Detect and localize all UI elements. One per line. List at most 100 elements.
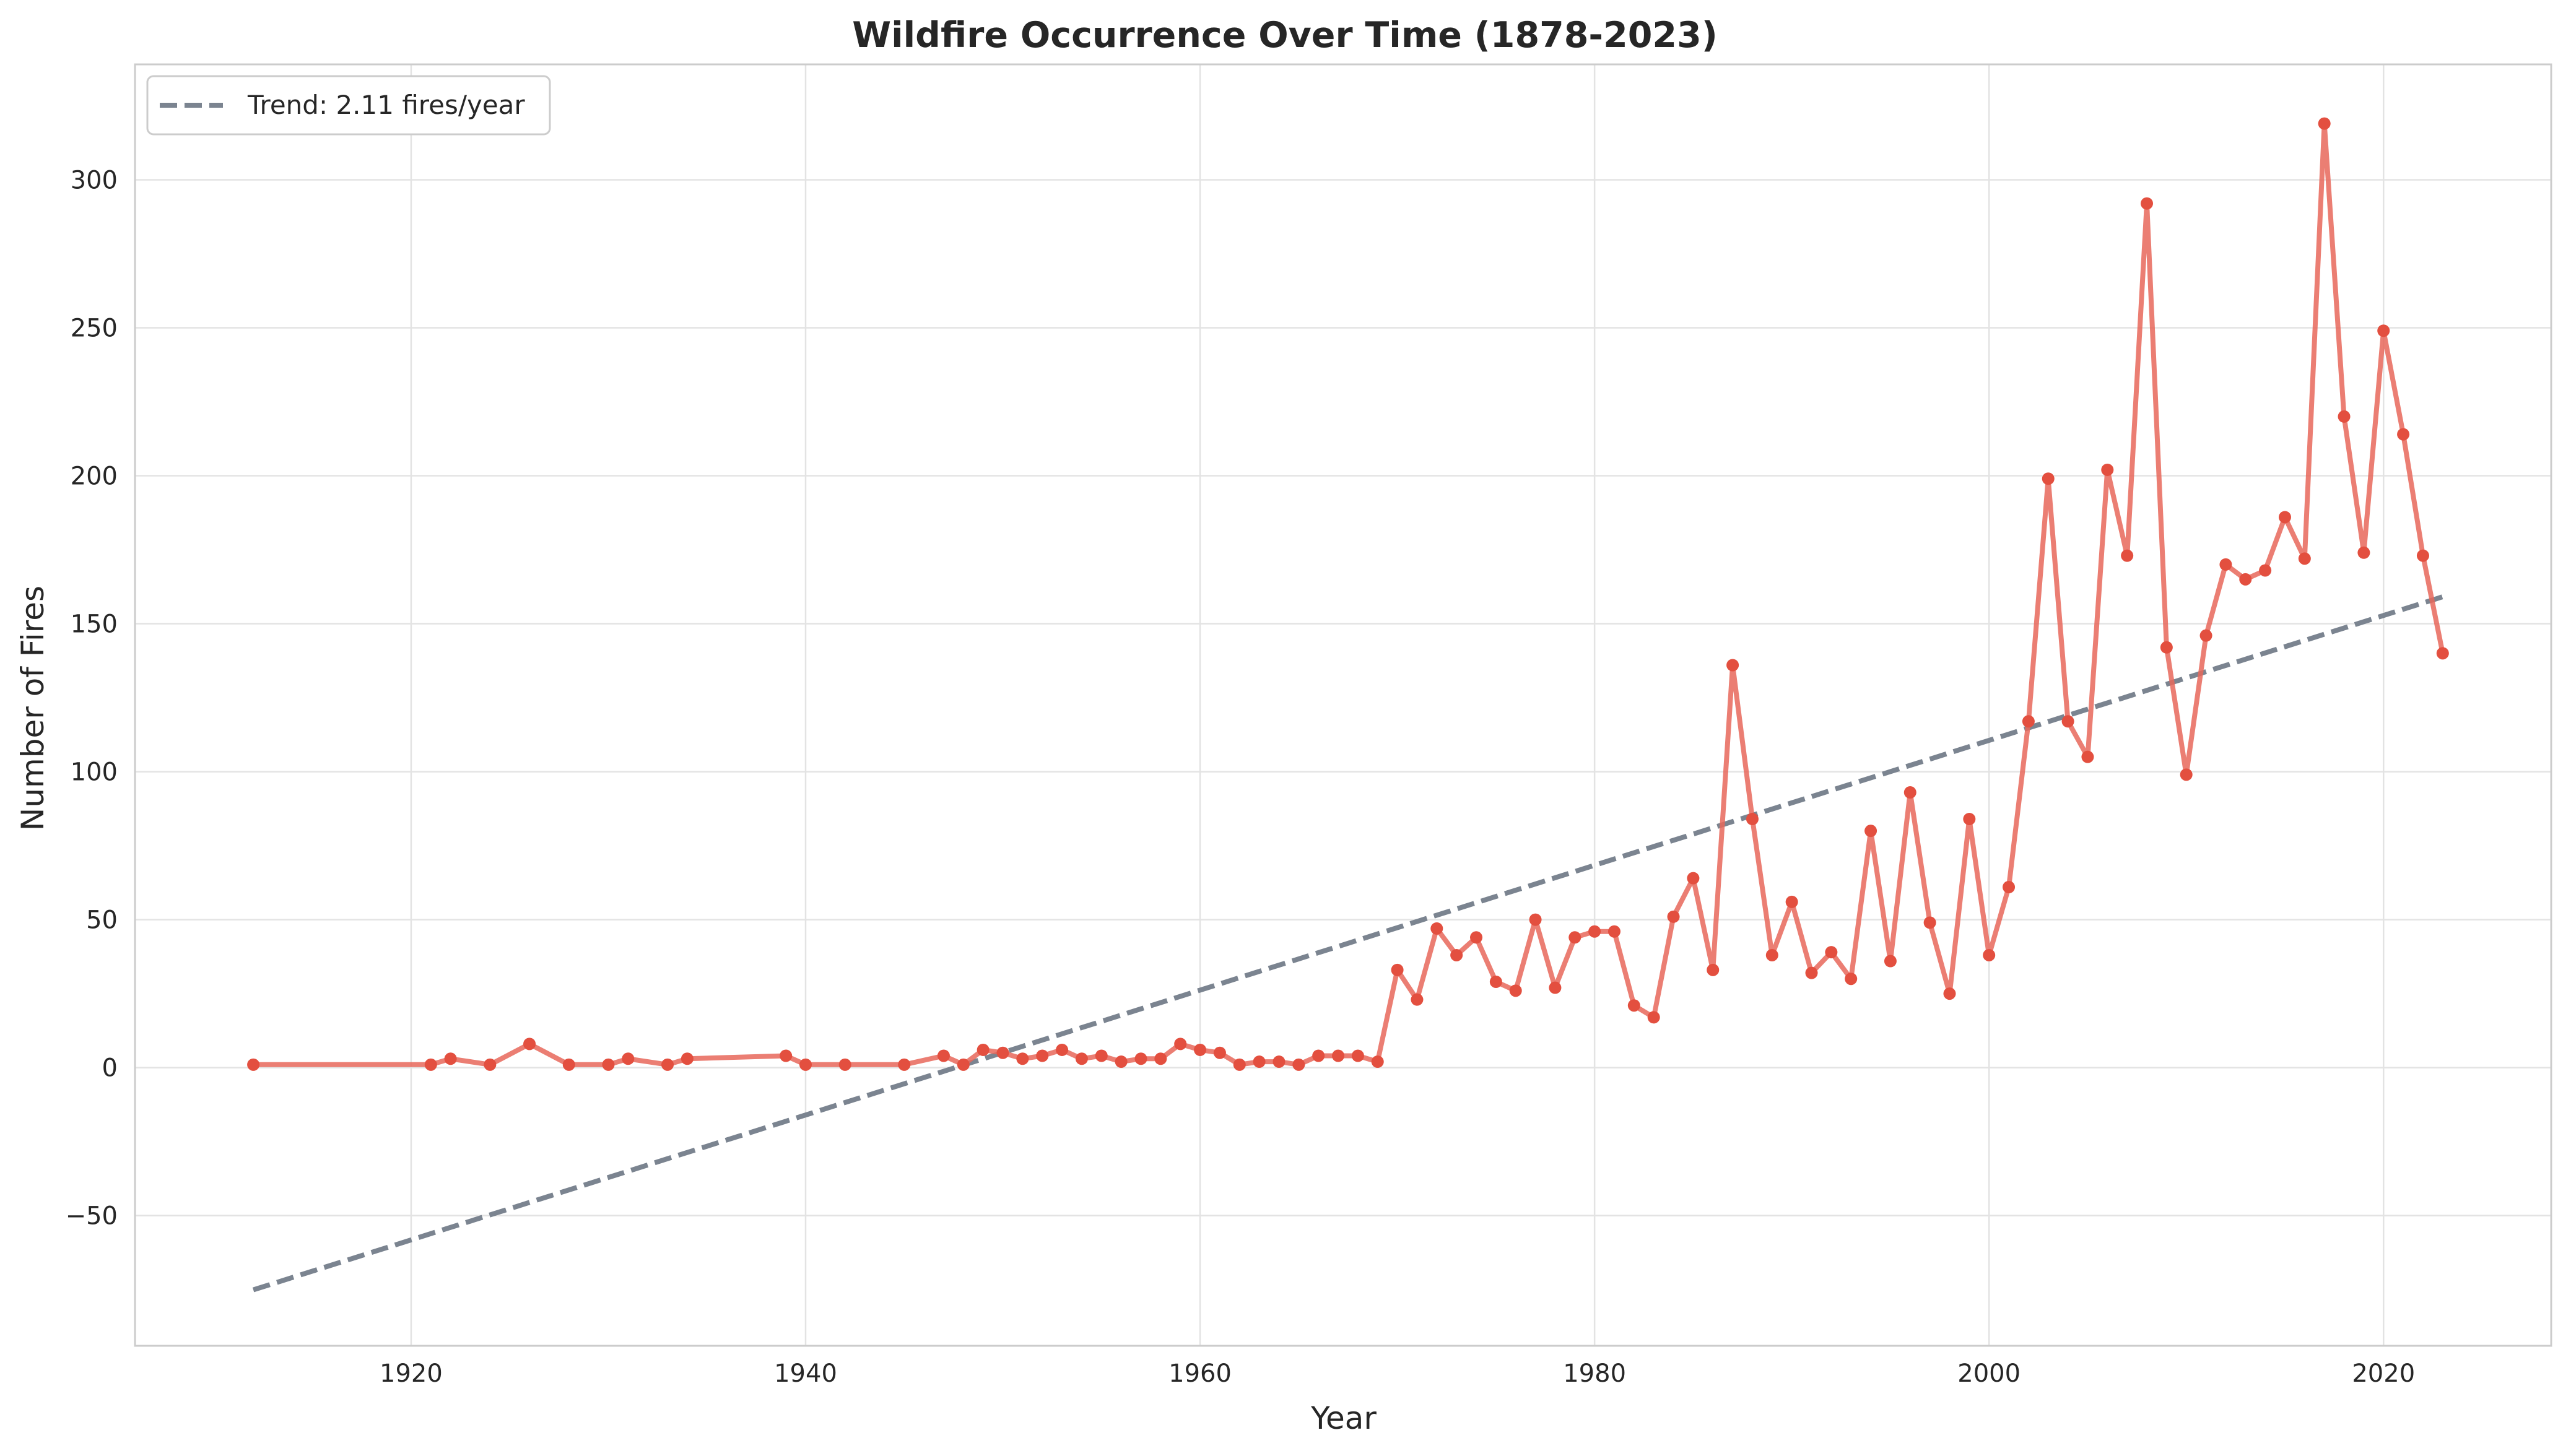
data-point xyxy=(1568,931,1581,944)
data-point xyxy=(1825,946,1838,959)
data-point xyxy=(1746,813,1759,826)
data-point xyxy=(1785,895,1798,908)
data-point xyxy=(1864,825,1877,838)
x-tick-label: 1980 xyxy=(1563,1359,1626,1388)
data-point xyxy=(1923,916,1936,929)
data-point xyxy=(1351,1049,1364,1062)
data-point xyxy=(2061,715,2074,728)
data-point xyxy=(2259,564,2272,577)
data-point xyxy=(1036,1049,1049,1062)
data-point xyxy=(2397,428,2410,441)
data-point xyxy=(1647,1011,1660,1024)
data-point xyxy=(2022,715,2035,728)
trend-line xyxy=(252,594,2444,1293)
data-point xyxy=(780,1049,793,1062)
data-point xyxy=(602,1058,615,1071)
y-tick-label: 150 xyxy=(71,610,118,639)
data-point xyxy=(1529,913,1542,926)
data-point xyxy=(2180,768,2193,781)
data-point xyxy=(937,1049,950,1062)
data-point xyxy=(2101,463,2114,476)
data-point xyxy=(2416,549,2429,562)
data-point xyxy=(1963,813,1976,826)
data-point xyxy=(2121,549,2134,562)
data-point xyxy=(1194,1043,1207,1056)
data-point xyxy=(622,1052,635,1065)
data-point xyxy=(247,1058,260,1071)
data-point xyxy=(484,1058,497,1071)
data-point xyxy=(2239,573,2252,586)
data-point xyxy=(996,1046,1009,1059)
data-point xyxy=(523,1038,536,1051)
data-point xyxy=(1627,999,1640,1012)
data-point xyxy=(1430,922,1443,935)
data-point xyxy=(1056,1043,1069,1056)
y-tick-label: 50 xyxy=(86,906,118,935)
data-point xyxy=(1470,931,1483,944)
data-point xyxy=(1095,1049,1108,1062)
data-point xyxy=(977,1043,990,1056)
y-tick-label: 250 xyxy=(71,314,118,342)
data-point xyxy=(1450,948,1463,961)
data-point xyxy=(1588,925,1601,938)
y-tick-label: −50 xyxy=(66,1202,118,1231)
data-point xyxy=(898,1058,911,1071)
data-point xyxy=(1253,1055,1266,1068)
data-point xyxy=(1391,963,1404,976)
data-point xyxy=(1845,973,1858,986)
data-point xyxy=(1292,1058,1305,1071)
data-point xyxy=(2298,552,2311,565)
data-point xyxy=(1312,1049,1325,1062)
data-point xyxy=(2160,641,2173,654)
data-point xyxy=(1983,948,1996,961)
y-tick-label: 300 xyxy=(71,166,118,194)
x-axis-title: Year xyxy=(1310,1400,1377,1436)
data-point xyxy=(1115,1055,1128,1068)
chart-title: Wildfire Occurrence Over Time (1878-2023… xyxy=(852,15,1718,56)
data-point xyxy=(2278,511,2291,524)
data-point xyxy=(1903,786,1916,799)
data-point xyxy=(838,1058,851,1071)
data-point xyxy=(1805,966,1818,979)
data-point xyxy=(2199,629,2212,642)
data-point xyxy=(2338,410,2351,423)
data-point xyxy=(424,1058,437,1071)
x-tick-labels: 1920 1940 1960 1980 2000 2020 xyxy=(380,1359,2415,1388)
legend[interactable]: Trend: 2.11 fires/year xyxy=(146,75,551,136)
y-tick-label: 200 xyxy=(71,462,118,491)
data-point xyxy=(1765,948,1778,961)
data-point xyxy=(1233,1058,1246,1071)
data-point xyxy=(1174,1038,1187,1051)
data-point xyxy=(1943,987,1956,1000)
data-point xyxy=(1134,1052,1147,1065)
legend-box xyxy=(146,75,551,136)
x-tick-label: 1960 xyxy=(1168,1359,1232,1388)
data-point xyxy=(2436,647,2449,660)
y-tick-label: 100 xyxy=(71,758,118,787)
x-tick-label: 2020 xyxy=(2352,1359,2415,1388)
data-point xyxy=(1726,659,1739,672)
plot-frame xyxy=(134,63,2552,1347)
data-point xyxy=(1884,955,1897,968)
data-point xyxy=(2219,558,2232,571)
data-point xyxy=(1016,1052,1029,1065)
data-point xyxy=(1549,981,1562,994)
data-point xyxy=(2377,324,2390,337)
data-point xyxy=(2141,197,2154,210)
data-point xyxy=(2318,117,2331,130)
data-point xyxy=(1411,993,1424,1006)
data-point xyxy=(2042,472,2055,485)
y-tick-label: 0 xyxy=(102,1054,118,1083)
data-point xyxy=(1213,1046,1226,1059)
data-point xyxy=(1154,1052,1167,1065)
y-axis-title: Number of Fires xyxy=(15,586,51,831)
data-point xyxy=(2357,546,2370,559)
data-point xyxy=(1509,984,1522,997)
data-point xyxy=(562,1058,575,1071)
data-point xyxy=(1489,975,1502,988)
legend-trend-label: Trend: 2.11 fires/year xyxy=(247,90,525,120)
data-point xyxy=(2081,750,2094,763)
y-tick-labels: −50 0 50 100 150 200 250 300 xyxy=(66,166,118,1230)
